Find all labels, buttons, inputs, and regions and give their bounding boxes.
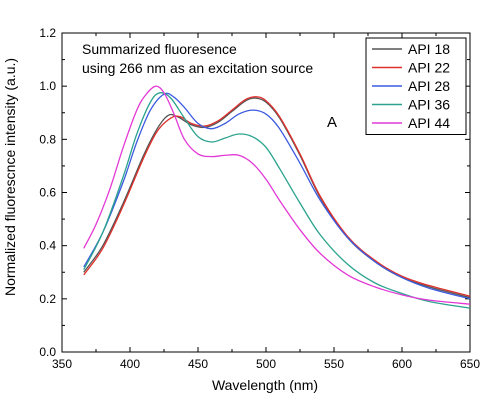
series-line-api-44 — [83, 85, 471, 305]
x-tick-label: 500 — [256, 357, 276, 371]
legend-label: API 28 — [408, 78, 450, 94]
legend-label: API 44 — [408, 115, 450, 131]
y-tick-label: 0.2 — [39, 292, 56, 306]
x-tick-label: 600 — [392, 357, 412, 371]
y-tick-label: 1.2 — [39, 26, 56, 40]
x-axis-label: Wavelength (nm) — [212, 377, 318, 393]
y-tick-label: 0.8 — [39, 132, 56, 146]
series-line-api-28 — [83, 92, 471, 300]
annotation-line-2: using 266 nm as an excitation source — [82, 60, 313, 76]
y-tick-label: 0.0 — [39, 345, 56, 359]
legend-label: API 36 — [408, 97, 450, 113]
legend-label: API 18 — [408, 41, 450, 57]
y-tick-label: 0.6 — [39, 186, 56, 200]
panel-label: A — [327, 114, 337, 131]
x-tick-label: 400 — [120, 357, 140, 371]
series-line-api-36 — [83, 92, 471, 309]
x-tick-label: 350 — [52, 357, 72, 371]
x-tick-label: 450 — [188, 357, 208, 371]
y-axis-label: Normalized fluorescnce intensity (a.u.) — [2, 58, 18, 296]
x-tick-label: 550 — [324, 357, 344, 371]
y-tick-label: 1.0 — [39, 79, 56, 93]
annotation-line-1: Summarized fluoresence — [82, 41, 237, 57]
series-line-api-22 — [83, 96, 471, 297]
legend-label: API 22 — [408, 60, 450, 76]
x-tick-label: 650 — [460, 357, 480, 371]
y-tick-label: 0.4 — [39, 239, 56, 253]
